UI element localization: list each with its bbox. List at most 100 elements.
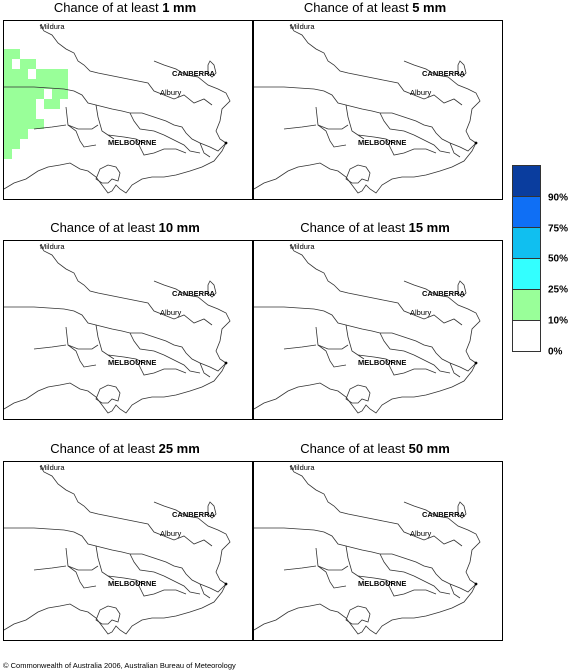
district-border <box>413 134 451 154</box>
rain-probability-cell <box>28 99 36 109</box>
rain-probability-cell <box>12 139 20 149</box>
rain-probability-cell <box>4 79 12 89</box>
rain-probability-cell <box>28 59 36 69</box>
place-label-albury: Albury <box>410 308 432 317</box>
district-border <box>4 306 227 372</box>
gabo-island-marker <box>224 582 228 586</box>
panel-title: Chance of at least 15 mm <box>250 220 500 236</box>
map-frame: Mildura CANBERRA Albury MELBOURNE <box>3 240 253 420</box>
murray-river-border <box>289 465 463 547</box>
rain-probability-cell <box>36 89 44 99</box>
place-label-albury: Albury <box>160 308 182 317</box>
place-label-mildura: Mildura <box>40 22 65 31</box>
coastline <box>254 583 477 635</box>
place-label-canberra: CANBERRA <box>422 289 466 298</box>
panel-title-prefix: Chance of at least <box>50 220 159 235</box>
district-border <box>283 124 317 130</box>
panel-title: Chance of at least 10 mm <box>0 220 250 236</box>
district-border <box>254 306 477 372</box>
port-phillip-bay <box>95 164 121 184</box>
district-border <box>315 326 347 368</box>
probability-legend <box>512 165 541 352</box>
district-border <box>107 354 145 364</box>
act-border <box>207 501 217 519</box>
place-label-mildura: Mildura <box>290 463 315 472</box>
map-frame: Mildura CANBERRA Albury MELBOURNE <box>253 461 503 641</box>
rain-probability-cell <box>12 129 20 139</box>
panel-title: Chance of at least 5 mm <box>250 0 500 16</box>
district-border <box>413 354 451 374</box>
district-border <box>135 579 187 597</box>
district-border <box>357 354 395 364</box>
rain-probability-cell <box>12 49 20 59</box>
map-frame: Mildura CANBERRA Albury MELBOURNE <box>253 240 503 420</box>
victoria-map: Mildura CANBERRA Albury MELBOURNE <box>4 242 231 414</box>
district-border <box>33 124 67 130</box>
district-border <box>345 104 365 140</box>
panel-title-amount: 5 mm <box>412 0 447 15</box>
district-border <box>107 575 145 585</box>
district-border <box>65 106 97 148</box>
district-border <box>67 124 99 130</box>
place-label-albury: Albury <box>410 529 432 538</box>
panel-title-amount: 1 mm <box>162 0 197 15</box>
rain-probability-cell <box>20 99 28 109</box>
rain-probability-cell <box>36 79 44 89</box>
gabo-island-marker <box>224 141 228 145</box>
district-border <box>65 326 97 368</box>
map-frame: Mildura CANBERRA Albury MELBOURNE <box>3 461 253 641</box>
district-border <box>283 344 317 350</box>
district-border <box>317 344 349 350</box>
district-border <box>33 565 67 571</box>
legend-label: 50% <box>548 253 569 265</box>
nsw-border <box>153 501 231 585</box>
rain-probability-cell <box>4 119 12 129</box>
coastline <box>254 142 477 194</box>
port-phillip-bay <box>95 605 121 625</box>
district-border <box>283 565 317 571</box>
rain-probability-cell <box>12 69 20 79</box>
nsw-border <box>153 60 231 144</box>
rain-probability-cell <box>4 129 12 139</box>
district-border <box>254 527 477 593</box>
act-border <box>457 60 467 78</box>
nsw-border <box>403 60 481 144</box>
district-border <box>357 134 395 144</box>
coastline <box>4 142 227 194</box>
district-border <box>135 358 187 376</box>
place-label-canberra: CANBERRA <box>172 289 216 298</box>
rain-probability-cell <box>12 109 20 119</box>
gabo-island-marker <box>224 361 228 365</box>
murray-river-border <box>39 24 213 106</box>
panel-title-prefix: Chance of at least <box>300 220 409 235</box>
district-border <box>163 134 201 154</box>
district-border <box>315 547 347 589</box>
place-label-mildura: Mildura <box>40 463 65 472</box>
district-border <box>95 324 115 360</box>
panel-title-amount: 10 mm <box>158 220 200 235</box>
victoria-map: Mildura CANBERRA Albury MELBOURNE <box>254 22 481 194</box>
rain-probability-cell <box>28 79 36 89</box>
rain-probability-cell <box>4 89 12 99</box>
rain-probability-cell <box>4 149 12 159</box>
district-border <box>379 553 415 577</box>
act-border <box>207 60 217 78</box>
nsw-border <box>403 280 481 364</box>
district-border <box>317 124 349 130</box>
victoria-map: Mildura CANBERRA Albury MELBOURNE <box>4 22 231 194</box>
rain-probability-cell <box>4 59 12 69</box>
nsw-border <box>153 280 231 364</box>
place-label-melbourne: MELBOURNE <box>358 358 406 367</box>
rain-probability-cell <box>4 69 12 79</box>
district-border <box>4 86 227 152</box>
rain-probability-cell <box>60 89 68 99</box>
place-label-mildura: Mildura <box>290 22 315 31</box>
rain-probability-cell <box>20 129 28 139</box>
district-border <box>345 324 365 360</box>
rain-probability-cell <box>12 79 20 89</box>
rain-probability-cell <box>52 69 60 79</box>
forecast-panel: Chance of at least 25 mm Mildura CANBERRA A… <box>0 441 253 641</box>
rain-probability-cell <box>20 89 28 99</box>
map-frame: Mildura CANBERRA Albury MELBOURNE <box>253 20 503 200</box>
gabo-island-marker <box>474 141 478 145</box>
